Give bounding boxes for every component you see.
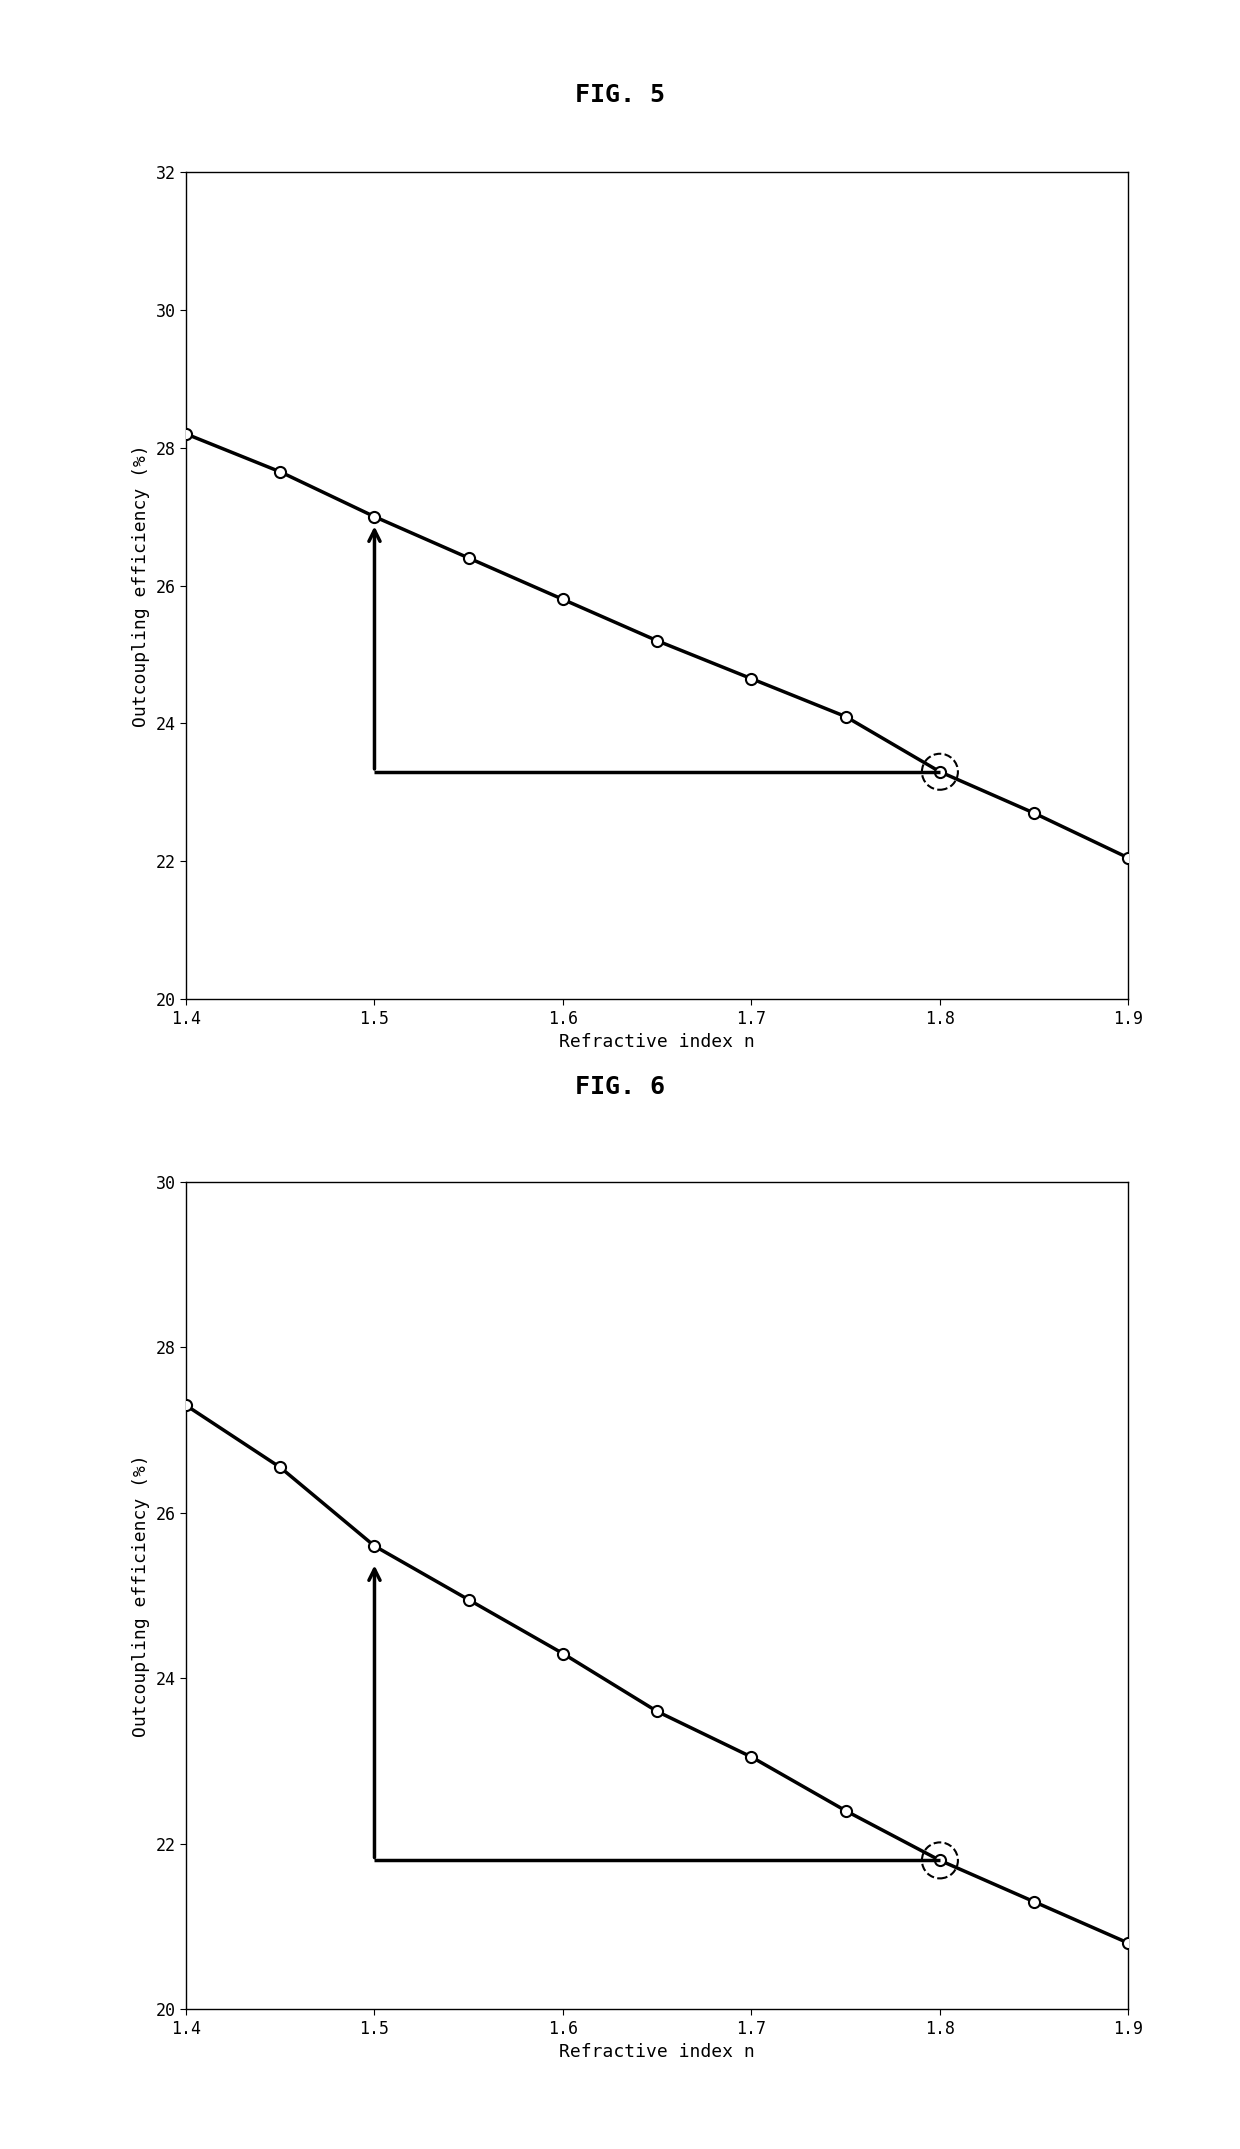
Text: FIG. 6: FIG. 6 <box>575 1074 665 1100</box>
X-axis label: Refractive index n: Refractive index n <box>559 1034 755 1051</box>
Text: FIG. 5: FIG. 5 <box>575 82 665 107</box>
Y-axis label: Outcoupling efficiency (%): Outcoupling efficiency (%) <box>131 445 150 726</box>
Y-axis label: Outcoupling efficiency (%): Outcoupling efficiency (%) <box>131 1455 150 1736</box>
X-axis label: Refractive index n: Refractive index n <box>559 2044 755 2061</box>
